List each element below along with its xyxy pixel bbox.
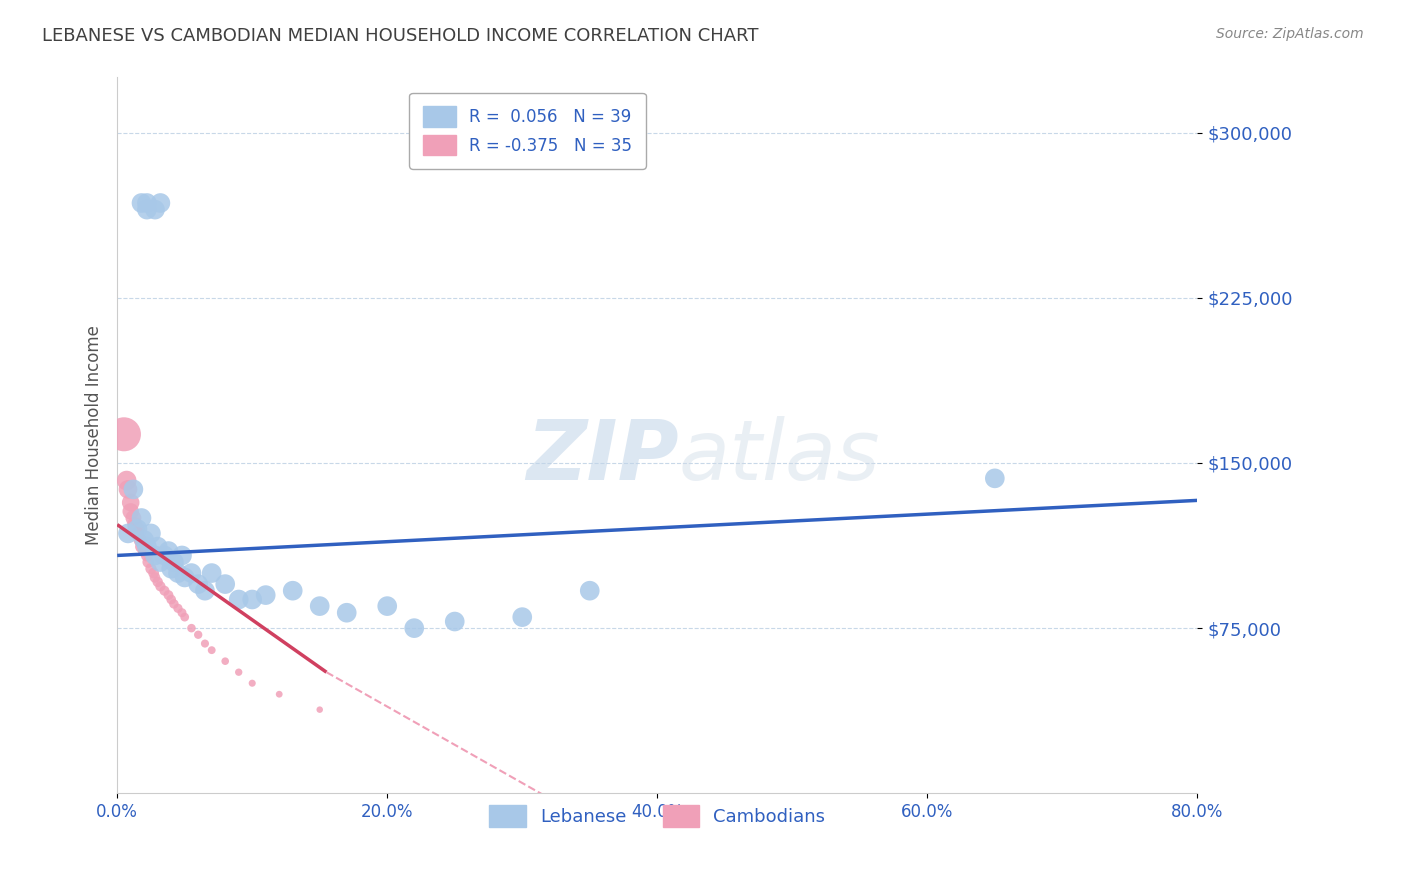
- Point: [214, 577, 236, 591]
- Point: [131, 511, 153, 525]
- Point: [269, 687, 291, 701]
- Point: [149, 555, 172, 569]
- Point: [146, 540, 169, 554]
- Legend: Lebanese, Cambodians: Lebanese, Cambodians: [482, 798, 832, 834]
- Point: [228, 592, 250, 607]
- Point: [157, 588, 180, 602]
- Text: atlas: atlas: [679, 417, 880, 498]
- Point: [157, 544, 180, 558]
- Point: [170, 606, 193, 620]
- Point: [201, 643, 224, 657]
- Text: ZIP: ZIP: [526, 417, 679, 498]
- Point: [187, 577, 209, 591]
- Point: [134, 544, 156, 558]
- Point: [254, 588, 277, 602]
- Point: [173, 570, 195, 584]
- Point: [120, 504, 142, 518]
- Point: [131, 196, 153, 211]
- Point: [127, 522, 149, 536]
- Point: [984, 471, 1007, 485]
- Point: [170, 549, 193, 563]
- Point: [240, 676, 263, 690]
- Point: [139, 526, 162, 541]
- Point: [375, 599, 398, 613]
- Point: [194, 583, 217, 598]
- Point: [404, 621, 426, 635]
- Point: [120, 495, 142, 509]
- Point: [122, 483, 145, 497]
- Point: [160, 562, 183, 576]
- Point: [308, 599, 330, 613]
- Point: [135, 196, 157, 211]
- Point: [163, 597, 186, 611]
- Y-axis label: Median Household Income: Median Household Income: [86, 326, 103, 545]
- Point: [281, 583, 304, 598]
- Point: [143, 549, 166, 563]
- Point: [127, 526, 149, 541]
- Point: [167, 566, 190, 580]
- Point: [153, 583, 176, 598]
- Point: [117, 526, 139, 541]
- Point: [163, 555, 186, 569]
- Point: [160, 592, 183, 607]
- Point: [117, 483, 139, 497]
- Point: [143, 202, 166, 217]
- Point: [180, 566, 202, 580]
- Point: [139, 562, 162, 576]
- Point: [187, 628, 209, 642]
- Point: [127, 522, 149, 536]
- Point: [122, 511, 145, 525]
- Point: [194, 636, 217, 650]
- Point: [578, 583, 600, 598]
- Point: [136, 555, 159, 569]
- Point: [115, 474, 138, 488]
- Point: [112, 427, 135, 442]
- Point: [443, 615, 465, 629]
- Point: [135, 202, 157, 217]
- Point: [173, 610, 195, 624]
- Point: [143, 570, 166, 584]
- Point: [131, 540, 153, 554]
- Point: [129, 533, 152, 547]
- Point: [124, 517, 146, 532]
- Point: [142, 566, 165, 580]
- Point: [146, 574, 169, 589]
- Point: [214, 654, 236, 668]
- Point: [336, 606, 359, 620]
- Point: [134, 533, 156, 547]
- Point: [149, 196, 172, 211]
- Point: [135, 549, 157, 563]
- Text: Source: ZipAtlas.com: Source: ZipAtlas.com: [1216, 27, 1364, 41]
- Point: [201, 566, 224, 580]
- Point: [149, 579, 172, 593]
- Point: [228, 665, 250, 680]
- Point: [180, 621, 202, 635]
- Point: [135, 540, 157, 554]
- Point: [308, 703, 330, 717]
- Point: [510, 610, 533, 624]
- Text: LEBANESE VS CAMBODIAN MEDIAN HOUSEHOLD INCOME CORRELATION CHART: LEBANESE VS CAMBODIAN MEDIAN HOUSEHOLD I…: [42, 27, 759, 45]
- Point: [167, 601, 190, 615]
- Point: [240, 592, 263, 607]
- Point: [153, 549, 176, 563]
